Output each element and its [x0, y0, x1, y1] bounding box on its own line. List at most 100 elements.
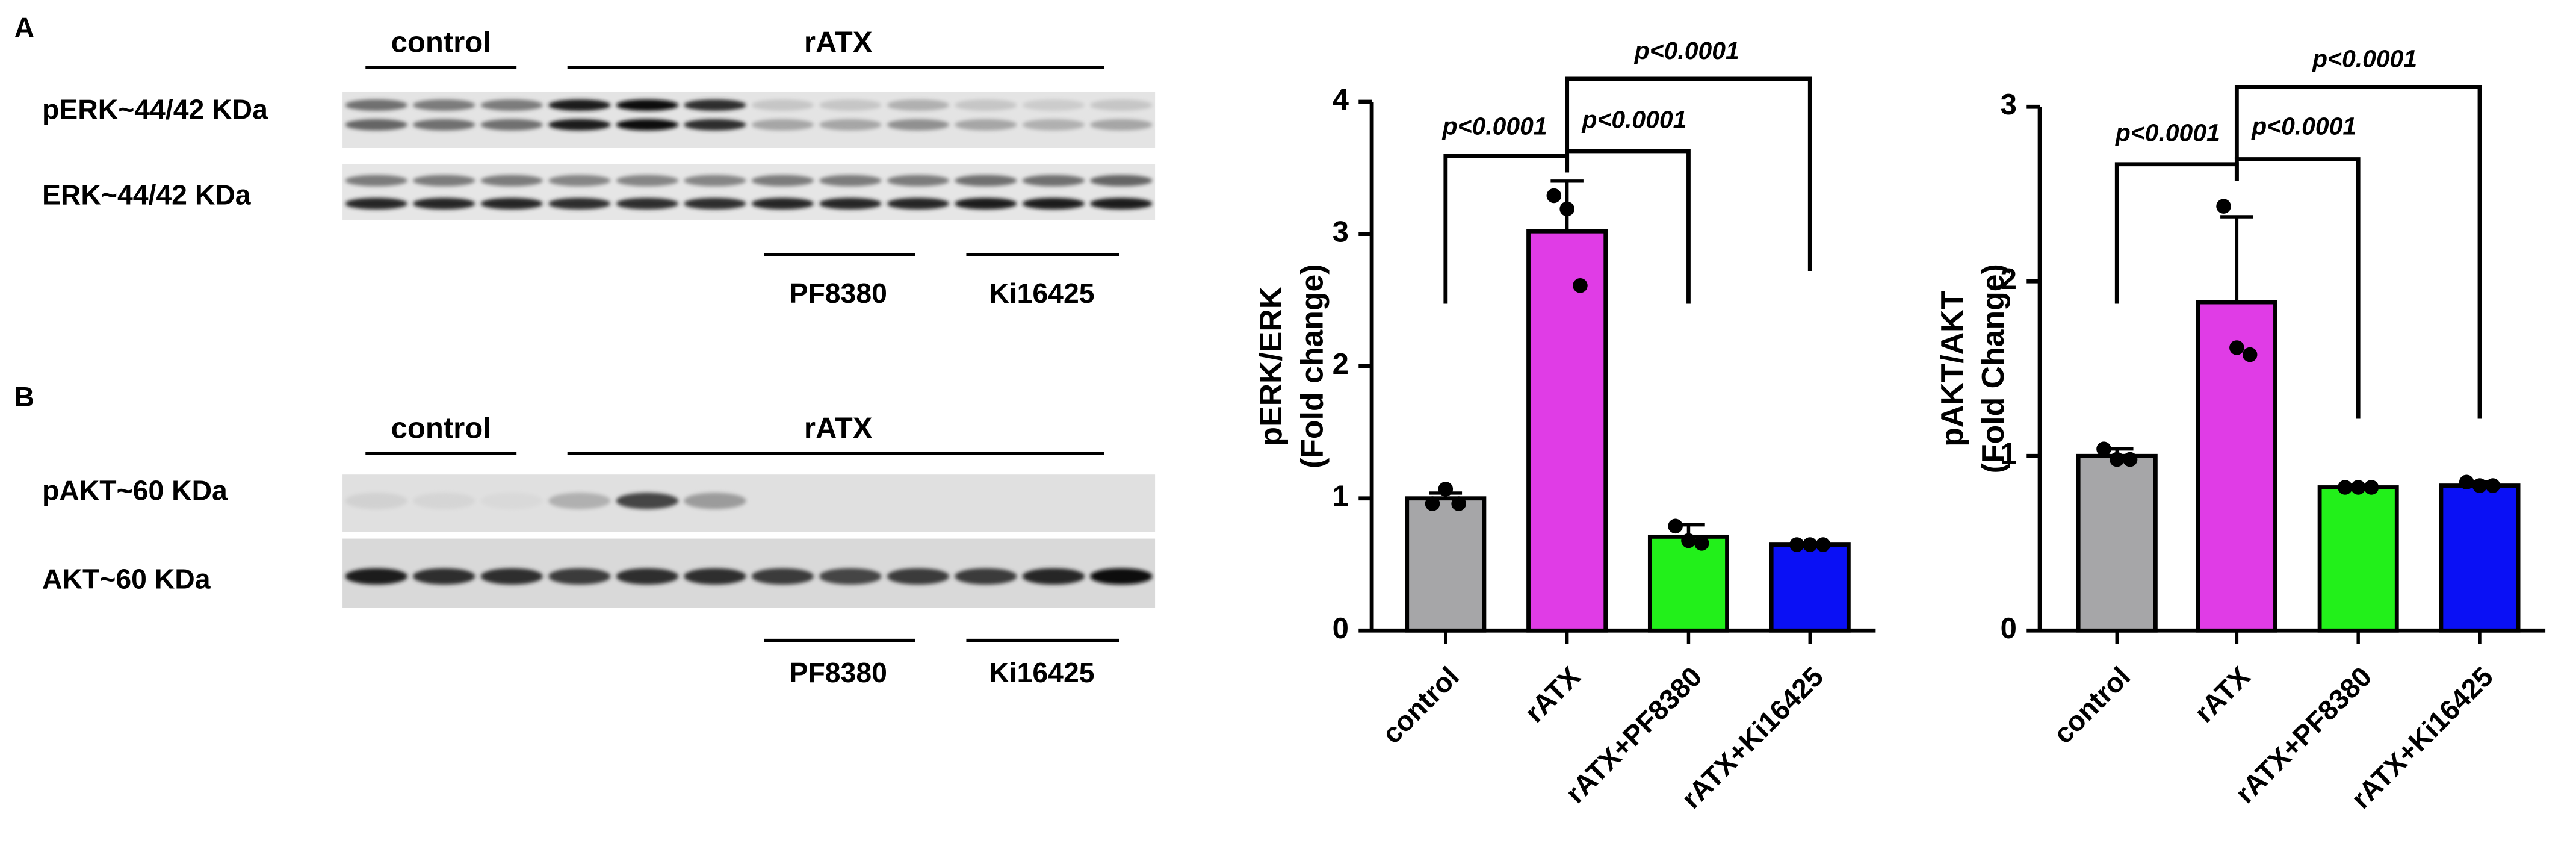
band: [345, 568, 408, 585]
band: [751, 175, 814, 187]
band: [684, 568, 746, 585]
band: [819, 99, 882, 111]
band: [684, 197, 746, 210]
band: [684, 493, 746, 509]
data-point: [1694, 536, 1709, 551]
bar: [2317, 485, 2399, 633]
band: [548, 119, 611, 131]
band: [616, 119, 679, 131]
band: [345, 119, 408, 131]
band: [955, 99, 1017, 111]
y-tick-label: 3: [1333, 216, 1349, 249]
data-point: [2096, 441, 2111, 456]
band: [887, 197, 950, 210]
band: [480, 119, 543, 131]
significance-bracket: [2234, 85, 2482, 419]
band: [887, 99, 950, 111]
data-point: [2472, 478, 2488, 493]
inhibitor-label: Ki16425: [989, 278, 1094, 309]
blot-background: [342, 474, 1156, 532]
data-point: [1546, 188, 1562, 204]
band: [548, 99, 611, 111]
p-value-label: p<0.0001: [1634, 37, 1739, 64]
band: [751, 99, 814, 111]
band: [1022, 119, 1085, 131]
band: [819, 119, 882, 131]
band: [1022, 493, 1085, 509]
data-point: [1681, 533, 1696, 548]
band: [616, 568, 679, 585]
band: [684, 119, 746, 131]
band: [1090, 99, 1153, 111]
significance-bracket: [1565, 76, 1812, 271]
data-point: [1425, 496, 1440, 511]
band: [887, 119, 950, 131]
significance-bracket: [2234, 157, 2361, 419]
data-point: [2229, 340, 2244, 355]
band: [887, 568, 950, 585]
data-point: [2110, 452, 2125, 467]
band: [955, 119, 1017, 131]
data-point: [1559, 201, 1574, 217]
data-point: [2350, 480, 2366, 495]
band: [1090, 197, 1153, 210]
y-tick-label: 1: [2001, 438, 2017, 470]
band: [684, 99, 746, 111]
band: [751, 197, 814, 210]
band: [819, 568, 882, 585]
band: [1090, 493, 1153, 509]
y-tick-label: 2: [1333, 348, 1349, 381]
band: [616, 175, 679, 187]
inhibitor-label: Ki16425: [989, 657, 1094, 688]
band: [413, 99, 475, 111]
y-tick-label: 1: [1333, 480, 1349, 513]
y-axis-label: (Fold change): [1294, 264, 1329, 468]
data-point: [1573, 278, 1588, 293]
group-label: rATX: [804, 26, 873, 59]
data-point: [1668, 518, 1683, 534]
band: [413, 568, 475, 585]
y-axis-label: pAKT/AKT: [1934, 290, 1969, 446]
blot-background: [342, 92, 1156, 148]
blot-background: [342, 164, 1156, 220]
row-label: pERK~44/42 KDa: [42, 94, 268, 125]
band: [480, 197, 543, 210]
band: [1022, 175, 1085, 187]
inhibitor-label: PF8380: [790, 278, 887, 309]
p-value-label: p<0.0001: [2251, 113, 2356, 140]
band: [616, 493, 679, 509]
p-value-label: p<0.0001: [2312, 45, 2417, 73]
p-value-label: p<0.0001: [2115, 119, 2220, 146]
bar: [1526, 229, 1608, 633]
data-point: [1438, 482, 1454, 497]
row-label: pAKT~60 KDa: [42, 474, 228, 506]
band: [887, 493, 950, 509]
x-tick-label: rATX: [2188, 660, 2256, 729]
bar: [2076, 453, 2158, 633]
data-point: [1451, 496, 1466, 511]
band: [480, 99, 543, 111]
bar: [1647, 534, 1729, 633]
band: [548, 493, 611, 509]
band: [955, 197, 1017, 210]
band: [955, 493, 1017, 509]
band: [751, 119, 814, 131]
band: [480, 493, 543, 509]
bar: [2439, 483, 2521, 633]
y-tick-label: 3: [2001, 89, 2017, 121]
band: [480, 568, 543, 585]
band: [480, 175, 543, 187]
y-axis-label: pERK/ERK: [1253, 287, 1288, 446]
inhibitor-label: PF8380: [790, 657, 887, 688]
group-label: rATX: [804, 412, 873, 445]
y-tick-label: 0: [1333, 612, 1349, 645]
y-axis-label: (Fold Change): [1975, 264, 2010, 473]
band: [413, 119, 475, 131]
band: [616, 197, 679, 210]
p-value-label: p<0.0001: [1442, 113, 1547, 140]
band: [345, 175, 408, 187]
band: [1022, 568, 1085, 585]
data-point: [1803, 537, 1818, 552]
band: [345, 99, 408, 111]
